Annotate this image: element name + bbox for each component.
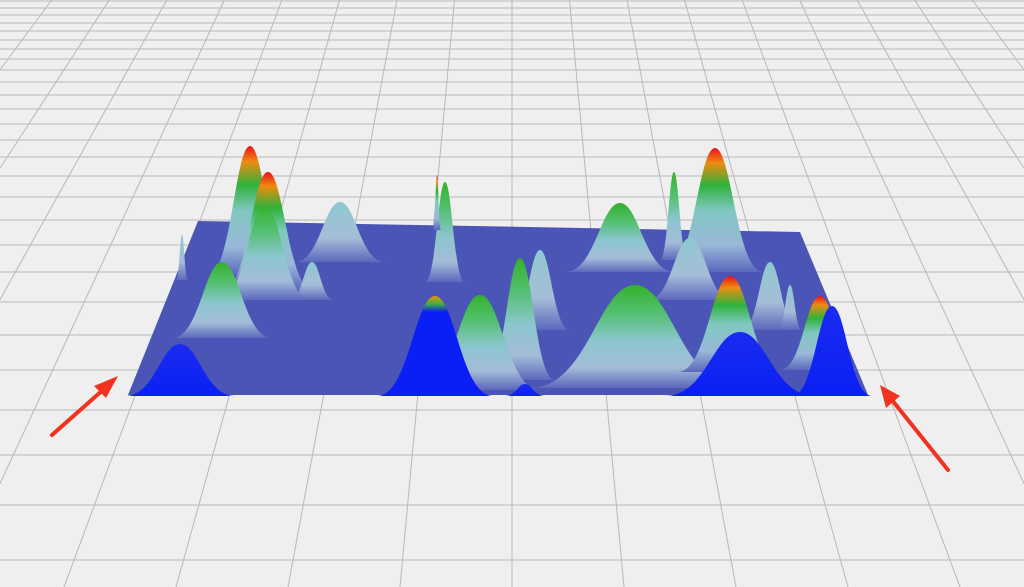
peak (176, 235, 188, 280)
peak-front (665, 332, 815, 396)
grid-line (741, 0, 961, 587)
peak (742, 262, 798, 330)
grid-line (799, 0, 1024, 485)
peak (660, 172, 688, 260)
peak (648, 238, 732, 300)
peak (220, 205, 310, 300)
peak-front (792, 306, 872, 396)
peak (425, 182, 465, 282)
peak-front (505, 384, 545, 396)
peak (530, 285, 740, 388)
grid-line (0, 0, 110, 170)
arrow-right (890, 398, 950, 472)
arrow-left-head (94, 376, 118, 398)
grid-line (856, 0, 1024, 301)
grid-line (0, 0, 53, 71)
peak (290, 262, 334, 300)
peak (565, 203, 675, 272)
grid-line (0, 0, 168, 301)
arrow-left (50, 387, 106, 437)
annotation-arrows (50, 376, 950, 472)
arrow-right-head (880, 385, 900, 408)
grid-line (0, 0, 225, 485)
peak (433, 175, 441, 230)
peak-front (125, 344, 235, 396)
peak (778, 285, 802, 330)
peak (172, 262, 272, 338)
grid-line (971, 0, 1024, 71)
peak (295, 202, 385, 262)
grid-line (914, 0, 1024, 170)
peak-front (377, 296, 493, 396)
surface-peaks (125, 146, 872, 396)
